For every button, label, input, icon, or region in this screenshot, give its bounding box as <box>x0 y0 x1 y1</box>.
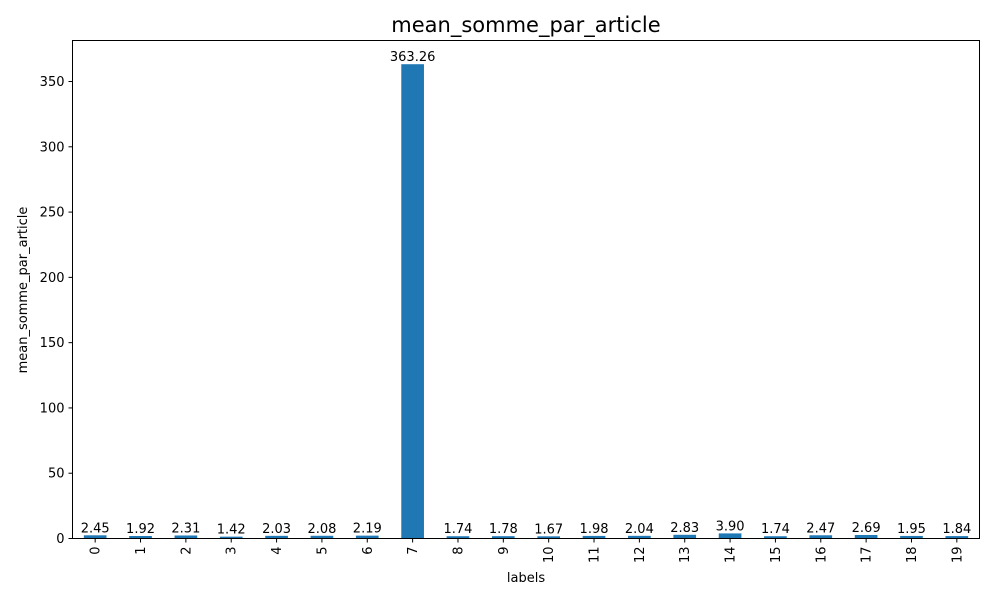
data-label-13: 2.83 <box>670 521 699 536</box>
x-tick-label-18: 18 <box>905 547 920 564</box>
x-tick-label-8: 8 <box>451 547 466 555</box>
bar-1 <box>129 535 152 539</box>
bar-7 <box>401 64 424 539</box>
bar-15 <box>764 536 787 539</box>
data-label-6: 2.19 <box>353 522 382 537</box>
data-label-3: 1.42 <box>217 523 246 538</box>
bar-19 <box>945 536 969 539</box>
bar-14 <box>718 533 742 539</box>
bar-18 <box>900 535 923 539</box>
data-labels-layer: 2.45 1.92 2.31 1.42 2.03 2.08 2.19 363.26 1.74 1.… <box>81 50 972 537</box>
bar-6 <box>355 535 379 539</box>
data-label-17: 2.69 <box>852 521 881 536</box>
data-label-4: 2.03 <box>262 522 291 537</box>
data-label-7: 363.26 <box>390 50 436 65</box>
bar-11 <box>582 535 606 539</box>
bar-5 <box>310 535 334 539</box>
x-tick-label-10: 10 <box>542 547 557 564</box>
y-tick-label-100: 100 <box>40 401 65 416</box>
x-tick-label-7: 7 <box>406 547 421 555</box>
y-tick-label-350: 350 <box>40 75 65 90</box>
x-tick-label-5: 5 <box>315 547 330 555</box>
data-label-0: 2.45 <box>81 521 110 536</box>
data-label-15: 1.74 <box>761 522 790 537</box>
bars-layer <box>83 64 969 539</box>
y-axis-label: mean_somme_par_article <box>16 207 31 374</box>
x-tick-label-16: 16 <box>814 547 829 564</box>
bar-3 <box>219 536 243 539</box>
x-tick-label-13: 13 <box>678 547 693 564</box>
bar-10 <box>537 536 561 539</box>
bar-13 <box>673 534 697 539</box>
data-label-11: 1.98 <box>580 522 609 537</box>
x-tick-label-14: 14 <box>724 547 739 564</box>
data-label-18: 1.95 <box>897 522 926 537</box>
x-tick-label-0: 0 <box>89 547 104 555</box>
x-tick-label-11: 11 <box>588 547 603 564</box>
bar-0 <box>83 535 107 539</box>
bar-9 <box>491 536 515 539</box>
data-label-16: 2.47 <box>806 521 835 536</box>
axes-frame <box>72 40 980 539</box>
x-tick-label-12: 12 <box>633 547 648 564</box>
x-tick-label-17: 17 <box>860 547 875 564</box>
data-label-10: 1.67 <box>534 522 563 537</box>
x-tick-label-19: 19 <box>950 547 965 564</box>
bar-12 <box>628 535 651 539</box>
bar-16 <box>809 535 833 539</box>
data-label-19: 1.84 <box>942 522 971 537</box>
data-label-1: 1.92 <box>126 522 155 537</box>
x-axis: 0 1 2 3 4 5 6 7 8 9 10 11 12 13 14 15 16 17 18 19 <box>89 538 965 564</box>
data-label-2: 2.31 <box>171 521 200 536</box>
bar-2 <box>174 535 198 539</box>
x-tick-label-1: 1 <box>134 547 149 555</box>
data-label-14: 3.90 <box>716 519 745 534</box>
y-tick-label-0: 0 <box>56 532 64 547</box>
x-tick-label-6: 6 <box>361 547 376 555</box>
bar-4 <box>265 535 288 539</box>
x-tick-label-3: 3 <box>225 547 240 555</box>
x-tick-label-4: 4 <box>270 547 285 555</box>
bar-17 <box>854 534 878 539</box>
chart-title: mean_somme_par_article <box>391 13 660 38</box>
data-label-8: 1.74 <box>443 522 472 537</box>
data-label-12: 2.04 <box>625 522 654 537</box>
x-tick-label-9: 9 <box>497 547 512 555</box>
data-label-9: 1.78 <box>489 522 518 537</box>
y-axis: 0 50 100 150 200 250 300 350 <box>40 75 73 547</box>
data-label-5: 2.08 <box>307 522 336 537</box>
y-tick-label-150: 150 <box>40 336 65 351</box>
x-tick-label-2: 2 <box>179 547 194 555</box>
bar-8 <box>446 536 470 539</box>
x-tick-label-15: 15 <box>769 547 784 564</box>
y-tick-label-250: 250 <box>40 206 65 221</box>
y-tick-label-200: 200 <box>40 271 65 286</box>
y-tick-label-50: 50 <box>48 467 65 482</box>
x-axis-label: labels <box>507 571 545 586</box>
y-tick-label-300: 300 <box>40 140 65 155</box>
